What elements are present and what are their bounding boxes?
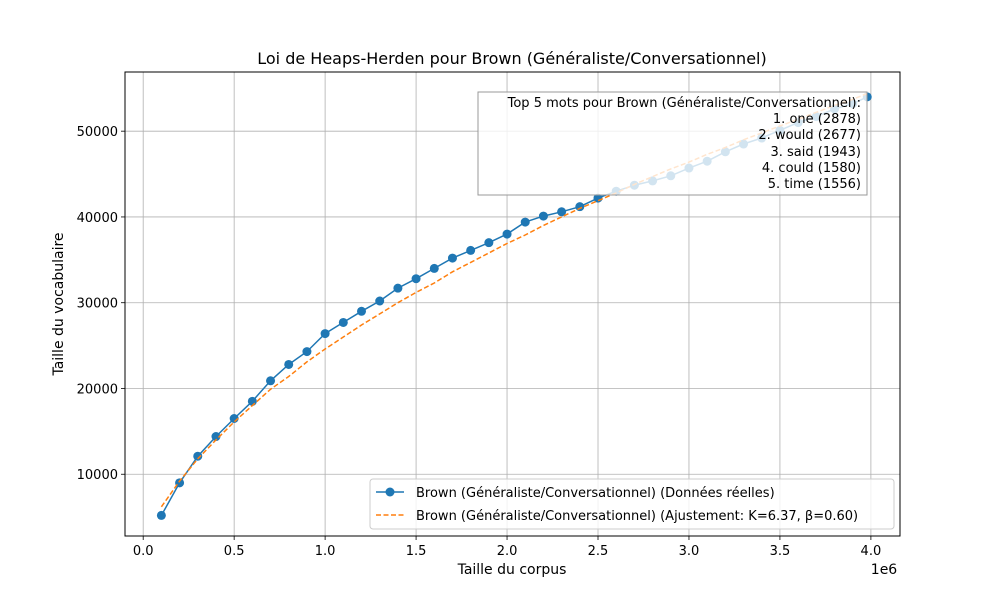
real-data-point [557,207,567,217]
axis-ticks: 0.0 0.5 1.0 1.5 2.0 2.5 3.0 3.5 4.0 10000 20000 300… [77,125,882,559]
annotation-background [477,91,868,196]
real-data-point [502,229,512,239]
real-data-point [266,376,276,386]
legend-label-fit: Brown (Généraliste/Conversationnel) (Aju… [416,509,858,524]
legend-label-real: Brown (Généraliste/Conversationnel) (Don… [416,486,775,501]
x-tick-label: 1.5 [406,544,427,559]
x-offset-label: 1e6 [871,562,898,578]
annotation-line-3: 3. said (1943) [771,145,862,160]
legend-background [369,478,895,530]
legend-swatch-real-marker [385,487,395,497]
real-data-point [484,238,494,248]
legend: Brown (Généraliste/Conversationnel) (Don… [369,478,895,530]
x-tick-label: 3.0 [679,544,700,559]
y-tick-label: 40000 [77,211,118,226]
y-axis-label: Taille du vocabulaire [51,232,67,376]
real-data-point [375,296,385,306]
y-tick-label: 10000 [77,468,118,483]
real-data-point [320,329,330,339]
x-tick-label: 1.0 [315,544,336,559]
x-tick-label: 0.0 [133,544,154,559]
real-data-point [447,253,457,263]
real-data-point [357,306,367,316]
real-data-point [538,211,548,221]
real-data-point [429,263,439,273]
real-data-point [284,359,294,369]
chart-title: Loi de Heaps-Herden pour Brown (Générali… [257,49,766,68]
real-data-point [302,347,312,357]
x-tick-label: 2.5 [588,544,609,559]
x-tick-label: 4.0 [861,544,882,559]
x-tick-label: 0.5 [224,544,245,559]
annotation-title: Top 5 mots pour Brown (Généraliste/Conve… [507,96,861,111]
x-tick-label: 3.5 [770,544,791,559]
real-data-point [247,396,257,406]
real-data-point [575,202,585,212]
annotation-line-4: 4. could (1580) [762,161,861,176]
annotation-line-2: 2. would (2677) [758,128,861,143]
y-tick-label: 20000 [77,382,118,397]
real-data-point [393,283,403,293]
x-axis-label: Taille du corpus [457,562,567,578]
real-data-point [466,245,476,255]
real-data-point [193,451,203,461]
annotation-line-1: 1. one (2878) [773,112,861,127]
annotation-box: Top 5 mots pour Brown (Généraliste/Conve… [477,91,868,196]
y-tick-label: 30000 [77,297,118,312]
x-tick-label: 2.0 [497,544,518,559]
real-data-point [156,510,166,520]
annotation-line-5: 5. time (1556) [768,177,861,192]
real-data-point [338,317,348,327]
real-data-point [211,432,221,442]
y-tick-label: 50000 [77,125,118,140]
plot-frame [124,71,901,537]
real-data-point [520,217,530,227]
real-data-point [411,274,421,284]
